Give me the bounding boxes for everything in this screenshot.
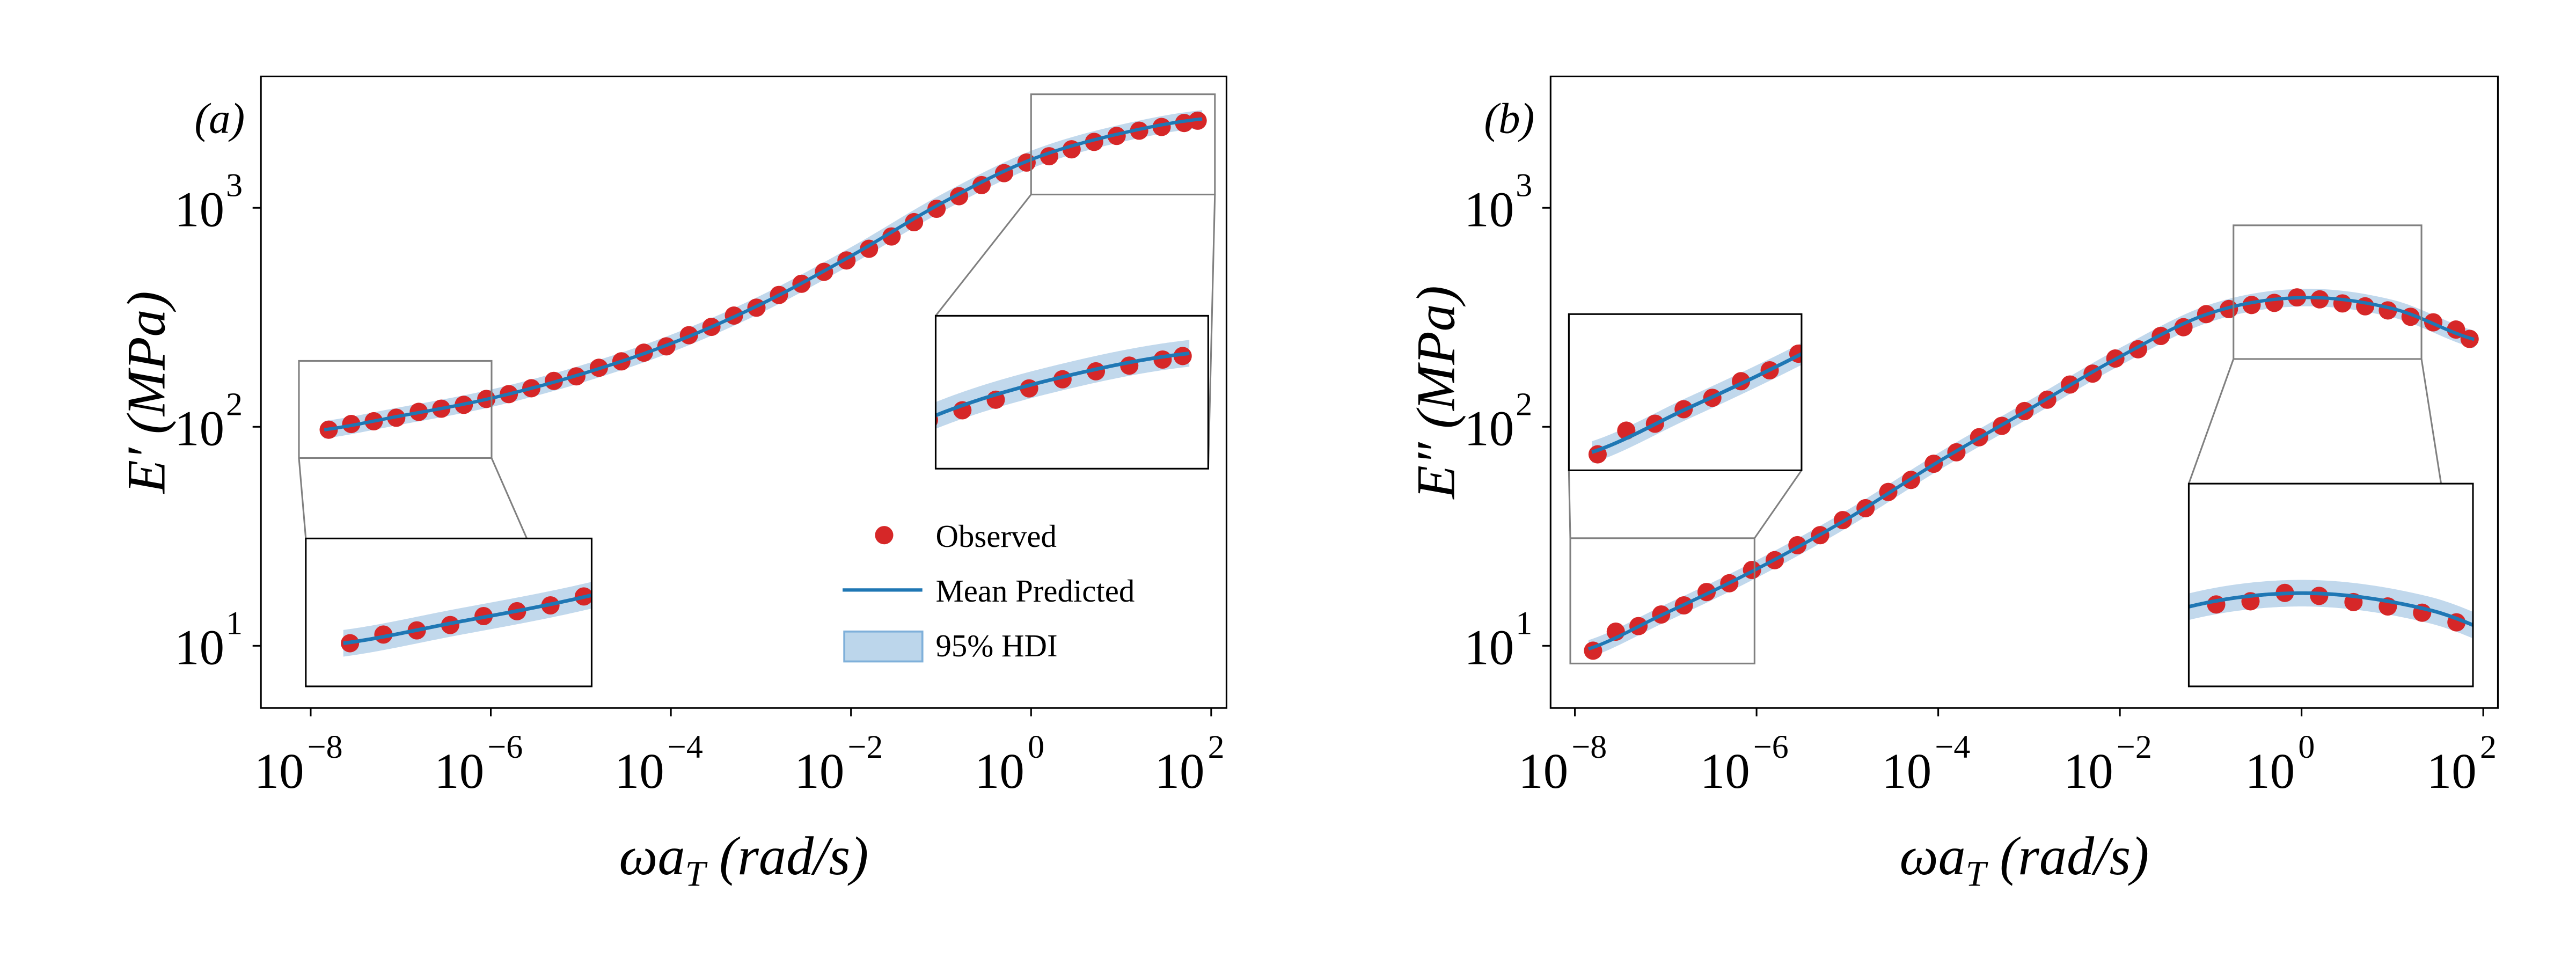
zoom-source-box — [1569, 537, 1755, 664]
plot-area — [1584, 288, 2479, 660]
x-tick-label: 10 — [794, 744, 844, 799]
zoom-connector-line — [1568, 470, 1571, 538]
legend-predicted-label: Mean Predicted — [935, 574, 1135, 609]
inset-plot-area — [341, 582, 592, 657]
x-axis-label: ωaT (rad/s) — [1899, 826, 2149, 894]
panel-a: 10 −8 10 −6 10 −4 10 −2 10 0 10 210 110 210 3(a)E′ (MP… — [116, 75, 1227, 894]
y-tick-exponent: 2 — [1516, 386, 1532, 423]
x-axis-label-units: (rad/s) — [706, 826, 869, 887]
inset-frame — [1568, 313, 1803, 471]
zoom-connector-line — [935, 194, 1032, 317]
axes-frame — [260, 75, 1227, 709]
x-tick-label: 10 — [1155, 744, 1205, 799]
main-observed-point — [2333, 294, 2352, 313]
y-axis-label: E″ (MPa) — [1406, 286, 1467, 500]
inset-frame — [2187, 482, 2474, 687]
x-tick-exponent: −8 — [1571, 729, 1607, 765]
legend-hdi-patch — [843, 630, 924, 663]
inset-observed-point — [2310, 587, 2329, 605]
legend-observed-marker — [875, 526, 894, 545]
main-observed-point — [1175, 114, 1194, 133]
x-axis-label-units: (rad/s) — [1986, 826, 2149, 887]
inset-plot-area — [935, 340, 1192, 429]
y-tick-exponent: 2 — [226, 386, 243, 423]
y-tick-label: 10 — [174, 401, 224, 456]
y-tick-label: 10 — [174, 182, 224, 237]
zoom-connector-line — [1207, 194, 1216, 469]
inset-predicted-line — [1591, 352, 1802, 454]
x-tick-exponent: 0 — [2298, 729, 2315, 765]
inset-plot-area — [2189, 580, 2473, 639]
zoom-connector-line — [298, 458, 307, 539]
zoom-connector-line — [2187, 358, 2235, 484]
x-axis-label-main: ωa — [1899, 826, 1965, 887]
x-tick-exponent: 0 — [1028, 729, 1044, 765]
inset-frame — [934, 314, 1209, 470]
y-tick-exponent: 3 — [1516, 167, 1532, 204]
main-predicted-line — [1587, 296, 2475, 651]
y-axis-label: E′ (MPa) — [116, 291, 177, 494]
y-tick-exponent: 3 — [226, 167, 243, 204]
y-tick-label: 10 — [174, 620, 224, 675]
zoom-source-box — [1030, 93, 1216, 196]
x-axis-label-main: ωa — [619, 826, 685, 887]
y-tick-label: 10 — [1464, 620, 1514, 675]
x-tick-exponent: 2 — [2480, 729, 2497, 765]
axes-frame — [1549, 75, 2499, 709]
x-axis-label-subscript: T — [685, 853, 708, 894]
inset-predicted-line — [2189, 591, 2473, 627]
y-tick-exponent: 1 — [226, 605, 243, 642]
zoom-source-box — [2233, 224, 2423, 360]
legend: Observed Mean Predicted 95% HDI — [843, 519, 1135, 663]
x-tick-exponent: −6 — [487, 729, 523, 765]
inset-predicted-line — [343, 593, 592, 646]
x-tick-label: 10 — [1518, 744, 1568, 799]
x-tick-label: 10 — [1882, 744, 1931, 799]
zoom-source-box — [298, 360, 493, 459]
x-tick-exponent: −6 — [1753, 729, 1789, 765]
x-tick-label: 10 — [1700, 744, 1750, 799]
x-tick-label: 10 — [2245, 744, 2295, 799]
x-axis-label: ωaT (rad/s) — [619, 826, 868, 894]
x-tick-exponent: −4 — [668, 729, 703, 765]
legend-observed-label: Observed — [935, 519, 1056, 554]
legend-hdi-label: 95% HDI — [935, 628, 1057, 663]
x-tick-exponent: 2 — [1208, 729, 1225, 765]
main-observed-point — [2356, 297, 2375, 316]
x-tick-label: 10 — [254, 744, 304, 799]
y-tick-label: 10 — [1464, 401, 1514, 456]
inset-observed-point — [1173, 347, 1192, 365]
main-observed-point — [2265, 294, 2284, 312]
x-tick-label: 10 — [614, 744, 664, 799]
inset-frame — [305, 537, 592, 687]
x-tick-label: 10 — [975, 744, 1024, 799]
main-observed-point — [882, 227, 901, 246]
x-axis-label-subscript: T — [1966, 853, 1988, 894]
panel-label: (a) — [194, 95, 245, 143]
main-predicted-line — [324, 117, 1203, 431]
panel-label: (b) — [1484, 95, 1534, 143]
panel-b: 10 −8 10 −6 10 −4 10 −2 10 0 10 210 110 210 3(b)E″ (MP… — [1406, 75, 2499, 894]
y-tick-label: 10 — [1464, 182, 1514, 237]
x-tick-exponent: −2 — [847, 729, 883, 765]
x-tick-exponent: −4 — [1935, 729, 1970, 765]
x-tick-label: 10 — [2427, 744, 2477, 799]
zoom-connector-line — [1754, 470, 1803, 539]
plot-area — [319, 110, 1207, 439]
y-tick-exponent: 1 — [1516, 605, 1532, 642]
inset-observed-point — [1120, 356, 1139, 375]
inset-predicted-line — [935, 352, 1190, 418]
inset-plot-area — [1588, 343, 1802, 464]
x-tick-label: 10 — [434, 744, 484, 799]
x-tick-exponent: −8 — [308, 729, 343, 765]
x-tick-exponent: −2 — [2117, 729, 2152, 765]
x-tick-label: 10 — [2063, 744, 2113, 799]
